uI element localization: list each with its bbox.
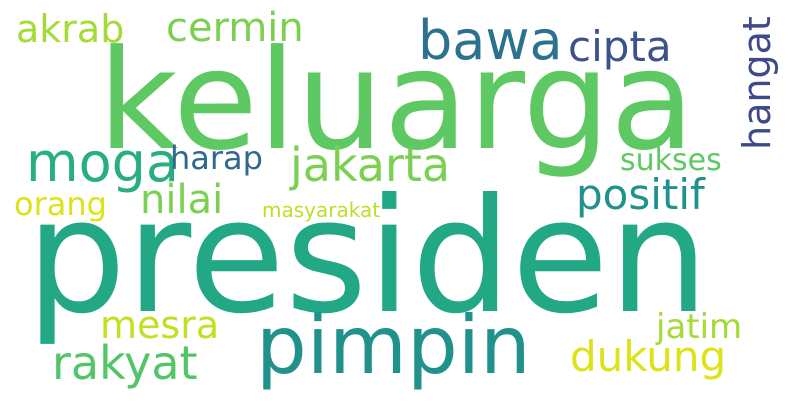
word-akrab: akrab (16, 7, 125, 51)
word-keluarga: keluarga (98, 20, 695, 181)
word-pimpin: pimpin (256, 299, 531, 392)
word-bawa: bawa (418, 9, 563, 72)
word-orang: orang (14, 185, 107, 223)
word-hangat: hangat (735, 16, 779, 150)
word-masyarakat: masyarakat (262, 198, 381, 222)
word-presiden: presiden (26, 165, 709, 349)
word-sukses: sukses (620, 143, 722, 178)
word-jakarta: jakarta (290, 138, 451, 192)
word-dukung: dukung (570, 332, 727, 381)
word-mesra: mesra (100, 303, 220, 347)
word-positif: positif (576, 170, 705, 219)
word-moga: moga (26, 131, 180, 194)
word-cipta: cipta (568, 22, 672, 71)
word-jatim: jatim (656, 307, 743, 347)
word-nilai: nilai (140, 177, 224, 223)
word-rakyat: rakyat (52, 336, 198, 390)
word-cermin: cermin (166, 5, 304, 51)
word-harap: harap (170, 139, 263, 177)
